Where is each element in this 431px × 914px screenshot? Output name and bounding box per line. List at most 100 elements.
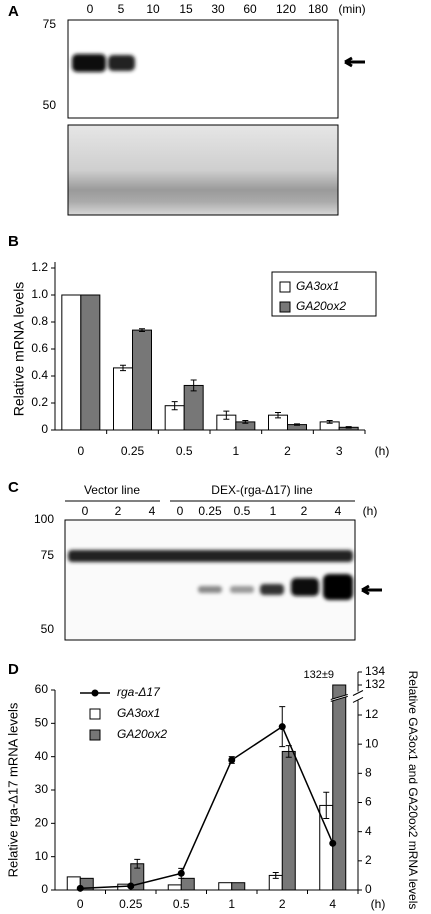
- error-bar: [120, 364, 126, 372]
- axes: [54, 690, 359, 891]
- x-tick-label: 0.5: [173, 897, 190, 911]
- blot-a-loading: [67, 124, 339, 216]
- y2-tick-label: 4: [365, 824, 372, 838]
- y-tick-label: 0: [41, 422, 48, 436]
- lane-label: 0: [82, 504, 89, 518]
- lane-label: 2: [115, 504, 122, 518]
- error-bar: [345, 426, 352, 429]
- panel-label: B: [8, 233, 19, 250]
- y2-tick-label: 0: [365, 882, 372, 896]
- unit-label: (min): [338, 2, 365, 16]
- error-bar: [171, 401, 178, 411]
- lane-label: 4: [335, 504, 342, 518]
- legend-swatch: [279, 281, 291, 293]
- band: [108, 55, 135, 71]
- marker-label: 75: [43, 17, 57, 31]
- y-tick-label: 1.0: [31, 287, 48, 301]
- group-label: Vector line: [84, 483, 140, 497]
- y-tick-label: 60: [35, 682, 49, 696]
- x-tick-label: 2: [284, 444, 291, 458]
- marker-label: 75: [41, 548, 55, 562]
- bar: [167, 884, 182, 891]
- error-bar: [139, 328, 145, 332]
- point: [177, 869, 185, 877]
- legend-label: GA20ox2: [117, 727, 167, 741]
- lane-label: 5: [118, 2, 125, 16]
- point: [329, 839, 337, 847]
- x-tick-label: 3: [336, 444, 343, 458]
- group-label: DEX-(rga-Δ17) line: [211, 483, 313, 497]
- error-bar: [272, 872, 279, 879]
- band: [68, 550, 353, 562]
- point: [228, 756, 236, 764]
- legend-swatch: [89, 729, 101, 741]
- x-tick-label: 0.25: [119, 897, 143, 911]
- lane-label: 0.25: [198, 504, 222, 518]
- legend-label: GA20ox2: [296, 299, 346, 313]
- x-tick-label: 0: [77, 897, 84, 911]
- marker-label: 50: [41, 622, 55, 636]
- y-tick-label: 20: [35, 816, 49, 830]
- bar: [231, 882, 246, 891]
- marker-label: 100: [34, 512, 54, 526]
- lane-label: 60: [243, 2, 257, 16]
- y-tick-label: 0.8: [31, 314, 48, 328]
- panel-label: A: [8, 3, 19, 20]
- lane-label: 0.5: [234, 504, 251, 518]
- error-bar: [275, 411, 281, 419]
- axes: [54, 262, 365, 431]
- value-label: 132±9: [303, 669, 334, 681]
- band: [198, 586, 222, 593]
- x-tick-label: 2: [279, 897, 286, 911]
- bar: [218, 882, 233, 891]
- y-axis-label: Relative rga-Δ17 mRNA levels: [5, 702, 20, 877]
- x-tick-label: 0.5: [176, 444, 193, 458]
- bar: [132, 329, 152, 431]
- error-bar: [223, 410, 230, 420]
- lane-label: 2: [301, 504, 308, 518]
- bar: [281, 750, 296, 891]
- band: [260, 584, 284, 595]
- bar: [79, 877, 94, 891]
- lane-label: 4: [149, 504, 156, 518]
- y-tick-label: 50: [35, 716, 49, 730]
- unit-label: (h): [363, 504, 378, 518]
- bar: [183, 384, 204, 431]
- bar: [180, 877, 195, 891]
- error-bar: [294, 423, 300, 426]
- y-tick-label: 0: [41, 882, 48, 896]
- y2-tick-label: 6: [365, 795, 372, 809]
- y2-axis-label: Relative GA3ox1 and GA20ox2 mRNA levels: [406, 671, 420, 910]
- point: [76, 884, 84, 892]
- y-tick-label: 0.4: [31, 368, 48, 382]
- bar: [332, 684, 347, 891]
- y2-tick-label: 134: [365, 664, 385, 678]
- y2-tick-label: 12: [365, 707, 379, 721]
- legend-label: GA3ox1: [296, 279, 339, 293]
- y2-tick-label: 2: [365, 853, 372, 867]
- x-tick-label: 1: [228, 897, 235, 911]
- legend-swatch: [89, 708, 101, 720]
- band: [323, 574, 353, 600]
- lane-label: 30: [211, 2, 225, 16]
- arrow: [344, 56, 365, 68]
- x-unit: (h): [371, 897, 386, 911]
- y-tick-label: 30: [35, 782, 49, 796]
- x-tick-label: 0: [77, 444, 84, 458]
- axis-break-lines: [330, 694, 348, 702]
- y-tick-label: 0.2: [31, 395, 48, 409]
- arrow: [361, 584, 382, 596]
- blot-a-top: [67, 19, 339, 119]
- error-bar: [326, 420, 333, 424]
- error-bar: [242, 420, 249, 424]
- y-tick-label: 40: [35, 749, 49, 763]
- legend-label: GA3ox1: [117, 706, 160, 720]
- legend-label: rga-Δ17: [117, 685, 161, 699]
- legend-swatch: [279, 301, 291, 313]
- x-unit: (h): [375, 444, 390, 458]
- lane-label: 10: [146, 2, 160, 16]
- error-bar: [190, 379, 197, 392]
- x-tick-label: 0.25: [121, 444, 145, 458]
- band: [72, 54, 106, 72]
